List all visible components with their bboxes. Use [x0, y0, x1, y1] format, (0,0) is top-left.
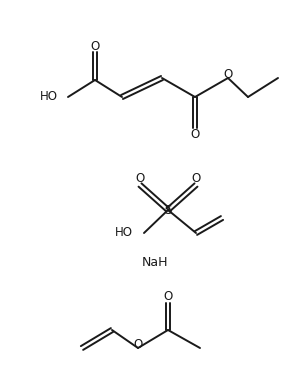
Text: O: O: [135, 173, 145, 186]
Text: NaH: NaH: [142, 257, 168, 269]
Text: O: O: [133, 337, 143, 350]
Text: O: O: [190, 128, 200, 141]
Text: O: O: [191, 173, 201, 186]
Text: S: S: [164, 203, 172, 217]
Text: HO: HO: [40, 90, 58, 103]
Text: O: O: [90, 39, 99, 52]
Text: O: O: [163, 291, 173, 304]
Text: O: O: [223, 67, 233, 80]
Text: HO: HO: [115, 227, 133, 240]
